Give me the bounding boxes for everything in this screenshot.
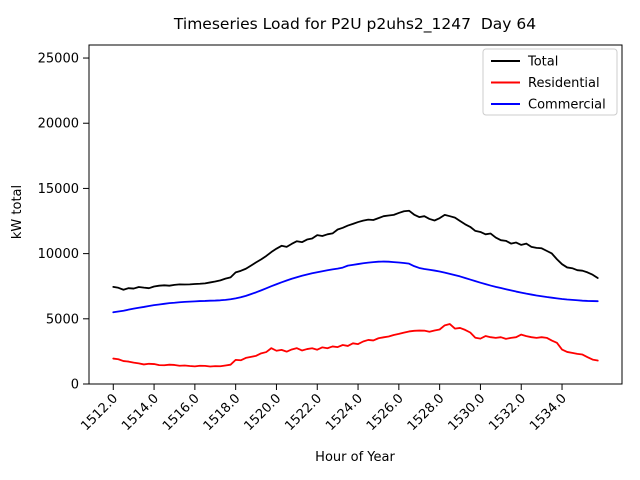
series-lines: [112, 209, 599, 368]
chart-title: Timeseries Load for P2U p2uhs2_1247 Day …: [173, 15, 536, 34]
plot-border: [88, 44, 623, 385]
y-tick-label: 10000: [38, 247, 79, 262]
legend-box: [482, 48, 618, 116]
y-tick-label: 20000: [38, 117, 79, 132]
legend-label-commercial: Commercial: [528, 98, 606, 113]
x-axis-label: Hour of Year: [315, 450, 395, 465]
legend-label-residential: Residential: [528, 76, 600, 91]
y-tick-label: 0: [71, 378, 79, 393]
series-line-total: [112, 209, 599, 291]
y-axis-ticks: 0 5000 10000 15000 20000 25000: [38, 52, 89, 393]
y-axis-label: kW total: [10, 185, 25, 239]
series-line-residential: [112, 323, 599, 368]
legend-label-total: Total: [527, 55, 558, 70]
series-line-commercial: [112, 260, 599, 314]
y-tick-label: 5000: [46, 312, 79, 327]
y-tick-label: 15000: [38, 182, 79, 197]
legend: Total Residential Commercial: [482, 48, 618, 116]
y-tick-label: 25000: [38, 52, 79, 67]
